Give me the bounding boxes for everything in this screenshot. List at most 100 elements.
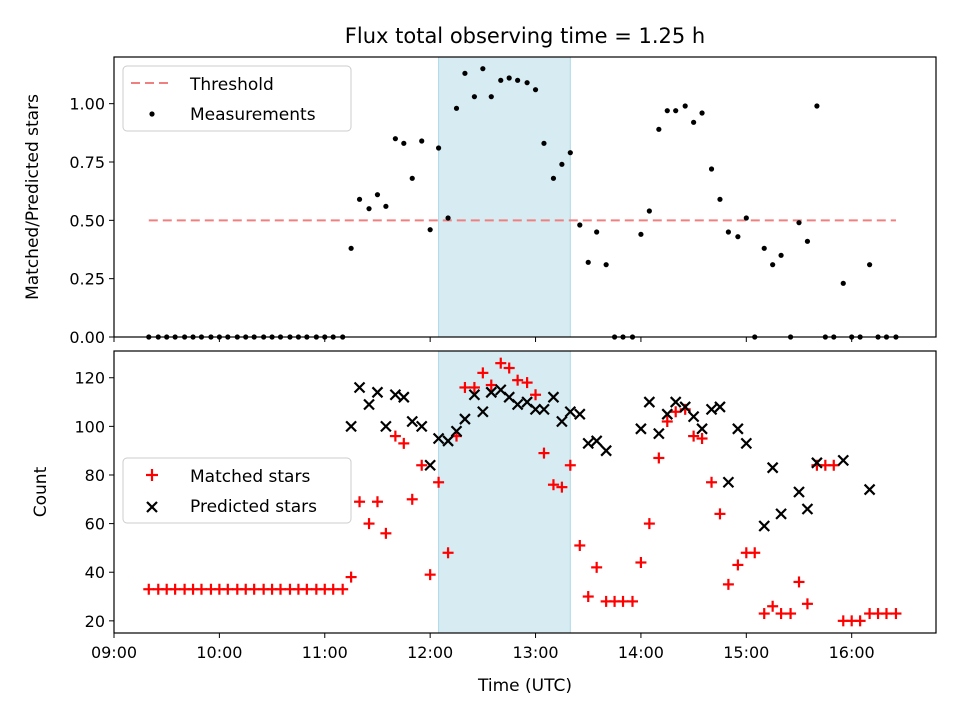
measurement-point bbox=[656, 126, 662, 132]
predicted-star-point bbox=[468, 388, 481, 401]
matched-star-point bbox=[248, 583, 260, 595]
matched-star-point bbox=[890, 608, 902, 620]
matched-star-point bbox=[749, 547, 761, 559]
top-y-tick-label: 0.25 bbox=[69, 270, 105, 289]
predicted-star-point bbox=[477, 405, 489, 418]
matched-star-point bbox=[582, 591, 594, 603]
predicted-star-point bbox=[722, 476, 735, 489]
measurement-point bbox=[488, 94, 494, 100]
bottom-y-tick-label: 120 bbox=[74, 369, 105, 388]
predicted-star-point bbox=[740, 437, 753, 450]
predicted-star-point bbox=[811, 457, 823, 469]
measurement-point bbox=[541, 140, 547, 146]
top-y-tick-label: 0.50 bbox=[69, 211, 105, 230]
matched-star-point bbox=[732, 559, 744, 571]
predicted-star-point bbox=[345, 420, 357, 433]
measurement-point bbox=[735, 234, 741, 240]
measurement-point bbox=[682, 103, 688, 109]
measurement-point bbox=[673, 108, 679, 114]
top-y-tick-label: 0.00 bbox=[69, 328, 105, 347]
predicted-star-point bbox=[590, 435, 603, 447]
matched-star-point bbox=[643, 518, 655, 530]
bottom-y-tick-label: 20 bbox=[85, 612, 105, 631]
measurement-point bbox=[770, 262, 776, 268]
measurement-point bbox=[435, 145, 442, 151]
matched-star-point bbox=[767, 600, 779, 612]
bottom-legend-box bbox=[122, 457, 352, 524]
matched-star-point bbox=[688, 430, 700, 442]
predicted-star-point bbox=[661, 408, 674, 420]
matched-star-point bbox=[380, 527, 392, 539]
matched-star-point bbox=[661, 416, 673, 427]
predicted-star-point bbox=[696, 423, 708, 435]
top-y-axis-label: Matched/Predicted stars bbox=[23, 94, 43, 300]
matched-star-point bbox=[706, 476, 718, 488]
predicted-star-point bbox=[406, 415, 419, 428]
matched-star-point bbox=[459, 381, 471, 393]
matched-star-point bbox=[143, 583, 155, 595]
matched-star-point bbox=[775, 608, 787, 620]
predicted-star-point bbox=[687, 410, 700, 423]
measurement-point bbox=[867, 262, 873, 268]
measurement-point bbox=[804, 238, 811, 244]
measurement-point bbox=[594, 229, 600, 235]
predicted-star-point bbox=[389, 388, 402, 401]
bottom-y-tick-label: 40 bbox=[85, 563, 105, 582]
predicted-star-point bbox=[705, 403, 718, 416]
measurement-point bbox=[480, 66, 486, 72]
matched-star-point bbox=[195, 583, 207, 595]
predicted-star-point bbox=[732, 423, 744, 435]
predicted-star-point bbox=[353, 381, 366, 394]
matched-star-point bbox=[880, 608, 892, 620]
matched-star-point bbox=[485, 379, 497, 391]
matched-star-point bbox=[574, 539, 586, 551]
predicted-star-point bbox=[635, 423, 647, 435]
matched-star-point bbox=[169, 583, 181, 595]
predicted-star-point bbox=[669, 396, 682, 408]
measurement-point bbox=[699, 110, 705, 116]
measurement-point bbox=[401, 140, 407, 146]
measurement-point bbox=[392, 136, 398, 142]
predicted-star-point bbox=[679, 401, 691, 413]
measurement-point bbox=[471, 94, 478, 100]
x-tick-label: 15:00 bbox=[723, 643, 769, 662]
x-tick-label: 11:00 bbox=[302, 643, 348, 662]
measurement-point bbox=[374, 192, 381, 198]
matched-star-point bbox=[371, 496, 383, 508]
matched-star-point bbox=[406, 493, 418, 505]
measurement-point bbox=[348, 245, 354, 251]
predicted-star-point bbox=[564, 405, 577, 418]
matched-star-point bbox=[617, 595, 629, 607]
matched-star-point bbox=[337, 583, 349, 595]
legend-predicted-swatch bbox=[146, 501, 158, 513]
predicted-star-point bbox=[424, 459, 436, 472]
matched-star-point bbox=[468, 381, 480, 393]
measurement-point bbox=[664, 108, 670, 114]
measurement-point bbox=[577, 222, 583, 228]
measurement-point bbox=[409, 175, 415, 181]
matched-star-point bbox=[670, 406, 682, 418]
predicted-star-point bbox=[600, 444, 612, 457]
matched-star-point bbox=[635, 557, 647, 568]
bottom-y-tick-label: 60 bbox=[85, 515, 105, 534]
predicted-star-point bbox=[574, 408, 586, 420]
matched-star-point bbox=[696, 433, 708, 445]
predicted-star-point bbox=[775, 508, 787, 520]
x-tick-label: 12:00 bbox=[407, 643, 453, 662]
predicted-star-point bbox=[547, 391, 560, 403]
top-measurement-points bbox=[146, 66, 899, 340]
top-legend-box bbox=[122, 65, 352, 132]
predicted-star-point bbox=[653, 427, 665, 440]
predicted-star-point bbox=[714, 401, 726, 413]
matched-star-point bbox=[354, 496, 366, 508]
matched-star-point bbox=[564, 459, 576, 471]
bottom-highlight-span bbox=[438, 350, 571, 634]
matched-star-point bbox=[503, 362, 515, 374]
measurement-point bbox=[717, 196, 723, 202]
x-tick-label: 13:00 bbox=[512, 643, 558, 662]
predicted-star-point bbox=[793, 486, 805, 498]
measurement-point bbox=[646, 208, 652, 214]
predicted-star-point bbox=[371, 386, 384, 399]
predicted-star-point bbox=[442, 435, 454, 447]
measurement-point bbox=[445, 215, 451, 221]
